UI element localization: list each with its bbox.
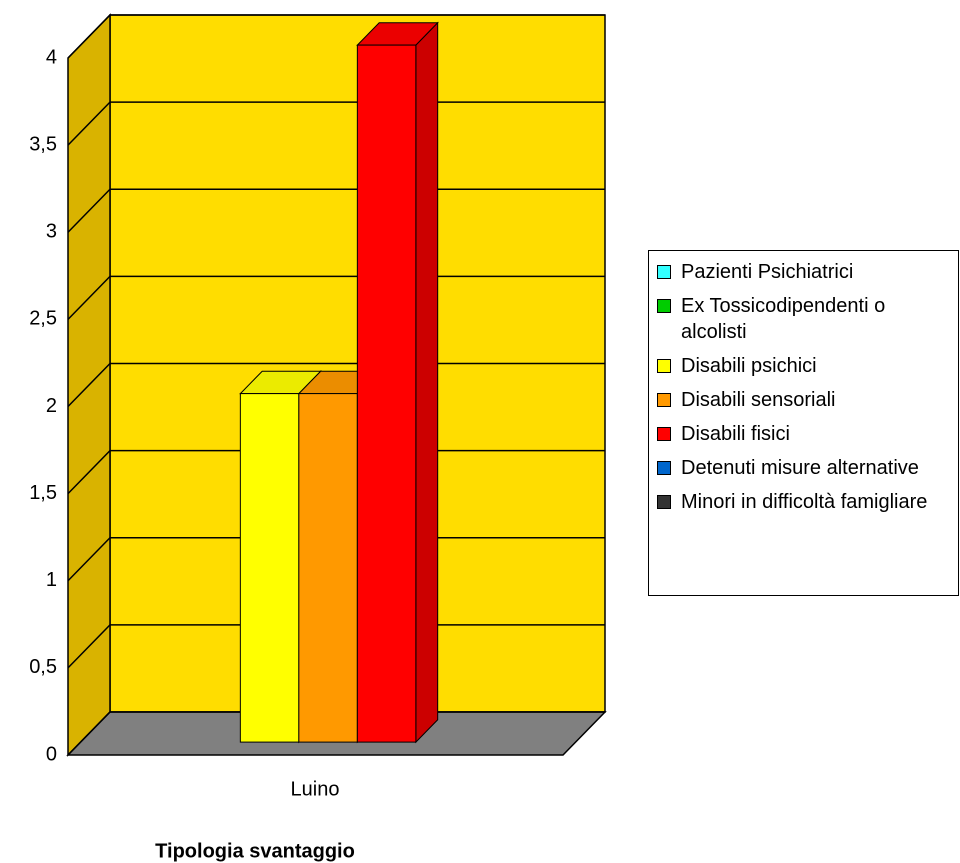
- legend-item: Minori in difficoltà famigliare: [657, 489, 948, 515]
- grid-line: [67, 362, 111, 408]
- x-axis-title: Tipologia svantaggio: [155, 840, 355, 862]
- legend-swatch: [657, 299, 671, 313]
- y-tick-label: 3,5: [29, 133, 57, 155]
- legend-label: Ex Tossicodipendenti o alcolisti: [681, 295, 886, 343]
- grid-line: [67, 275, 111, 320]
- legend-label: Minori in difficoltà famigliare: [681, 491, 928, 513]
- legend-item: Pazienti Psichiatrici: [657, 259, 948, 285]
- bar: [298, 393, 358, 743]
- legend-swatch: [657, 427, 671, 441]
- legend-swatch: [657, 495, 671, 509]
- legend-label: Disabili fisici: [681, 423, 790, 445]
- legend-label: Disabili psichici: [681, 355, 817, 377]
- grid-line: [67, 188, 111, 233]
- legend-label: Pazienti Psichiatrici: [681, 261, 854, 283]
- legend-item: Detenuti misure alternative: [657, 455, 948, 481]
- legend: Pazienti Psichiatrici Ex Tossicodipendent…: [648, 250, 959, 596]
- y-tick-label: 2,5: [29, 308, 57, 330]
- grid-line: [67, 537, 111, 582]
- legend-item: Ex Tossicodipendenti o alcolisti: [657, 293, 948, 345]
- y-tick-label: 1: [46, 569, 57, 591]
- y-tick-label: 1,5: [29, 482, 57, 504]
- legend-label: Detenuti misure alternative: [681, 457, 919, 479]
- legend-item: Disabili sensoriali: [657, 387, 948, 413]
- y-tick-label: 2: [46, 395, 57, 417]
- y-tick-label: 0: [46, 743, 57, 765]
- y-tick-label: 0,5: [29, 656, 57, 678]
- legend-swatch: [657, 393, 671, 407]
- grid-line: [67, 711, 111, 756]
- y-tick-label: 3: [46, 221, 57, 243]
- y-tick-label: 4: [46, 46, 57, 68]
- bar: [239, 393, 300, 743]
- legend-swatch: [657, 359, 671, 373]
- legend-swatch: [657, 265, 671, 279]
- legend-label: Disabili sensoriali: [681, 389, 836, 411]
- grid-line: [67, 101, 111, 146]
- legend-swatch: [657, 461, 671, 475]
- bar-side: [415, 21, 439, 744]
- x-tick-label: Luino: [291, 778, 340, 800]
- grid-line: [67, 450, 111, 495]
- grid-line: [67, 14, 111, 59]
- bar: [356, 44, 417, 743]
- legend-item: Disabili psichici: [657, 353, 948, 379]
- grid-line: [67, 624, 111, 669]
- legend-item: Disabili fisici: [657, 421, 948, 447]
